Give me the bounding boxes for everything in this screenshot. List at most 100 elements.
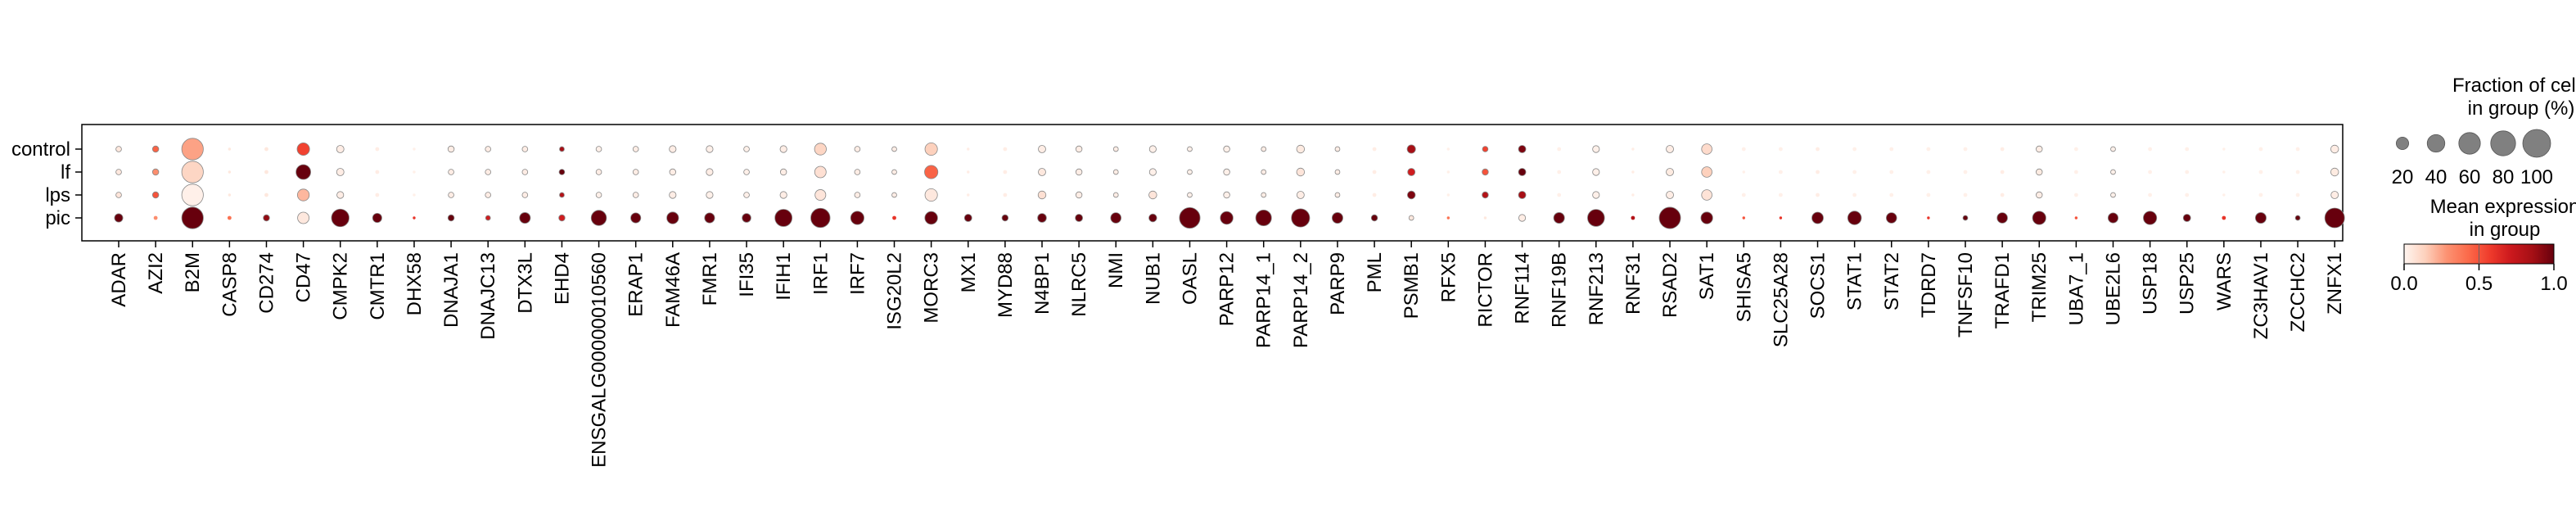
- size-legend-items: 20 40 60 80 100: [2392, 129, 2553, 188]
- dot: [559, 192, 565, 198]
- gene-label: PARP12: [1216, 252, 1238, 326]
- dot: [2222, 147, 2226, 151]
- dot: [743, 146, 750, 152]
- dot: [1220, 211, 1234, 225]
- gene-label: PSMB1: [1401, 252, 1423, 319]
- dot: [632, 146, 639, 152]
- dot: [924, 142, 938, 156]
- gene-label: SAT1: [1696, 252, 1718, 300]
- gene-label: ZCCHC2: [2287, 252, 2309, 332]
- dot: [2148, 147, 2153, 152]
- dot: [181, 161, 204, 183]
- dot: [2330, 191, 2339, 199]
- dot: [595, 169, 602, 175]
- dot: [1075, 145, 1083, 153]
- dot: [336, 145, 345, 153]
- dot: [1407, 168, 1416, 176]
- dot: [1483, 216, 1487, 220]
- dot: [264, 170, 268, 174]
- dot: [485, 146, 491, 152]
- dot: [1110, 212, 1122, 224]
- dot: [1187, 192, 1193, 198]
- dot: [1885, 212, 1897, 224]
- dot: [1406, 144, 1416, 154]
- dot: [1261, 146, 1267, 152]
- dot: [814, 189, 827, 201]
- dot: [1779, 216, 1783, 220]
- dot: [967, 193, 970, 197]
- size-legend-title-line2: in group (%): [2468, 97, 2575, 120]
- dot: [2110, 146, 2116, 152]
- dot: [1852, 170, 1857, 174]
- dot: [2182, 214, 2191, 222]
- dot: [151, 168, 160, 176]
- gene-label: STAT2: [1881, 252, 1903, 310]
- gene-label: WARS: [2213, 252, 2235, 310]
- gene-label: CD274: [255, 252, 277, 314]
- size-legend-dot: [2458, 132, 2481, 155]
- gene-label: SOCS1: [1807, 252, 1829, 319]
- dot: [1075, 168, 1083, 176]
- dot: [1223, 168, 1230, 176]
- dot: [485, 192, 491, 198]
- dot: [1852, 193, 1857, 197]
- gene-label: IRF1: [810, 252, 832, 295]
- dot: [891, 169, 897, 175]
- gene-label: CD47: [293, 252, 315, 302]
- dot: [336, 191, 345, 199]
- dot: [1553, 212, 1565, 224]
- dot: [228, 170, 232, 174]
- dot: [264, 193, 268, 197]
- dot: [590, 210, 607, 226]
- dot: [2185, 147, 2190, 152]
- dot: [669, 168, 677, 176]
- dot: [779, 168, 787, 176]
- dot: [706, 145, 714, 153]
- dot: [1075, 214, 1084, 222]
- dot: [1112, 169, 1119, 175]
- gene-label: UBA7_1: [2065, 252, 2087, 325]
- dot: [448, 169, 454, 175]
- dot: [2258, 147, 2263, 152]
- dot: [1112, 192, 1119, 198]
- dot: [413, 216, 416, 220]
- dot: [1557, 193, 1562, 197]
- dot: [375, 170, 380, 174]
- dot: [1003, 193, 1008, 197]
- row-label: lf: [61, 161, 70, 183]
- size-legend-dot: [2395, 136, 2410, 151]
- dot: [297, 211, 310, 224]
- dot: [1112, 146, 1119, 152]
- dot: [331, 208, 350, 228]
- dot: [2143, 211, 2158, 225]
- dot: [2036, 191, 2043, 199]
- gene-label: RNF19B: [1549, 252, 1571, 328]
- gene-label: PARP14_2: [1290, 252, 1312, 348]
- size-legend-title-line1: Fraction of cells: [2452, 75, 2576, 97]
- gene-label: SLC25A28: [1770, 252, 1792, 347]
- dot: [1889, 170, 1894, 174]
- dot: [1148, 168, 1157, 176]
- color-legend-title-line1: Mean expression: [2430, 196, 2576, 218]
- gene-label: AZI2: [145, 252, 167, 294]
- dot: [1592, 168, 1600, 176]
- dot: [115, 146, 122, 152]
- dot: [1927, 216, 1930, 220]
- dot: [2000, 193, 2005, 197]
- gene-label: STAT1: [1844, 252, 1866, 310]
- colorbar-ticks: 0.0 0.5 1.0: [2390, 264, 2568, 295]
- dot: [228, 193, 232, 197]
- dot: [485, 215, 491, 221]
- dot: [2073, 170, 2078, 174]
- dot: [1037, 213, 1047, 223]
- dots-layer: [114, 138, 2345, 229]
- dot: [632, 192, 639, 198]
- dot: [1666, 168, 1674, 176]
- dot: [114, 213, 124, 223]
- dot: [1255, 209, 1272, 227]
- dot: [814, 143, 827, 156]
- dot: [1518, 191, 1527, 199]
- dot: [2330, 167, 2339, 177]
- size-legend-label: 80: [2493, 166, 2515, 188]
- dot: [559, 146, 565, 152]
